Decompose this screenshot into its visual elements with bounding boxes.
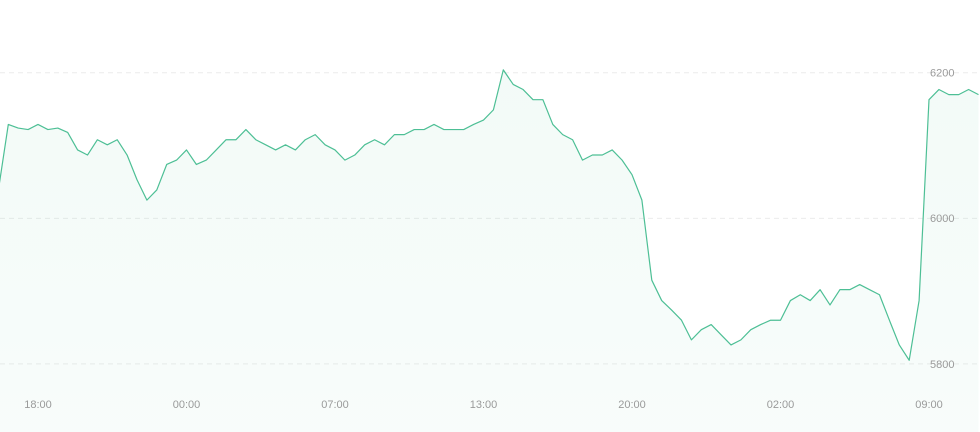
area [0,69,979,432]
x-tick-label: 20:00 [618,399,646,411]
x-tick-label: 09:00 [915,399,943,411]
x-tick-label: 13:00 [470,399,498,411]
x-tick-label: 18:00 [24,399,52,411]
y-tick-label: 5800 [930,359,954,371]
x-tick-label: 07:00 [321,399,349,411]
y-tick-label: 6200 [930,68,954,80]
x-tick-label: 02:00 [767,399,795,411]
y-tick-label: 6000 [930,213,954,225]
x-tick-label: 00:00 [173,399,201,411]
price-line [0,69,979,361]
